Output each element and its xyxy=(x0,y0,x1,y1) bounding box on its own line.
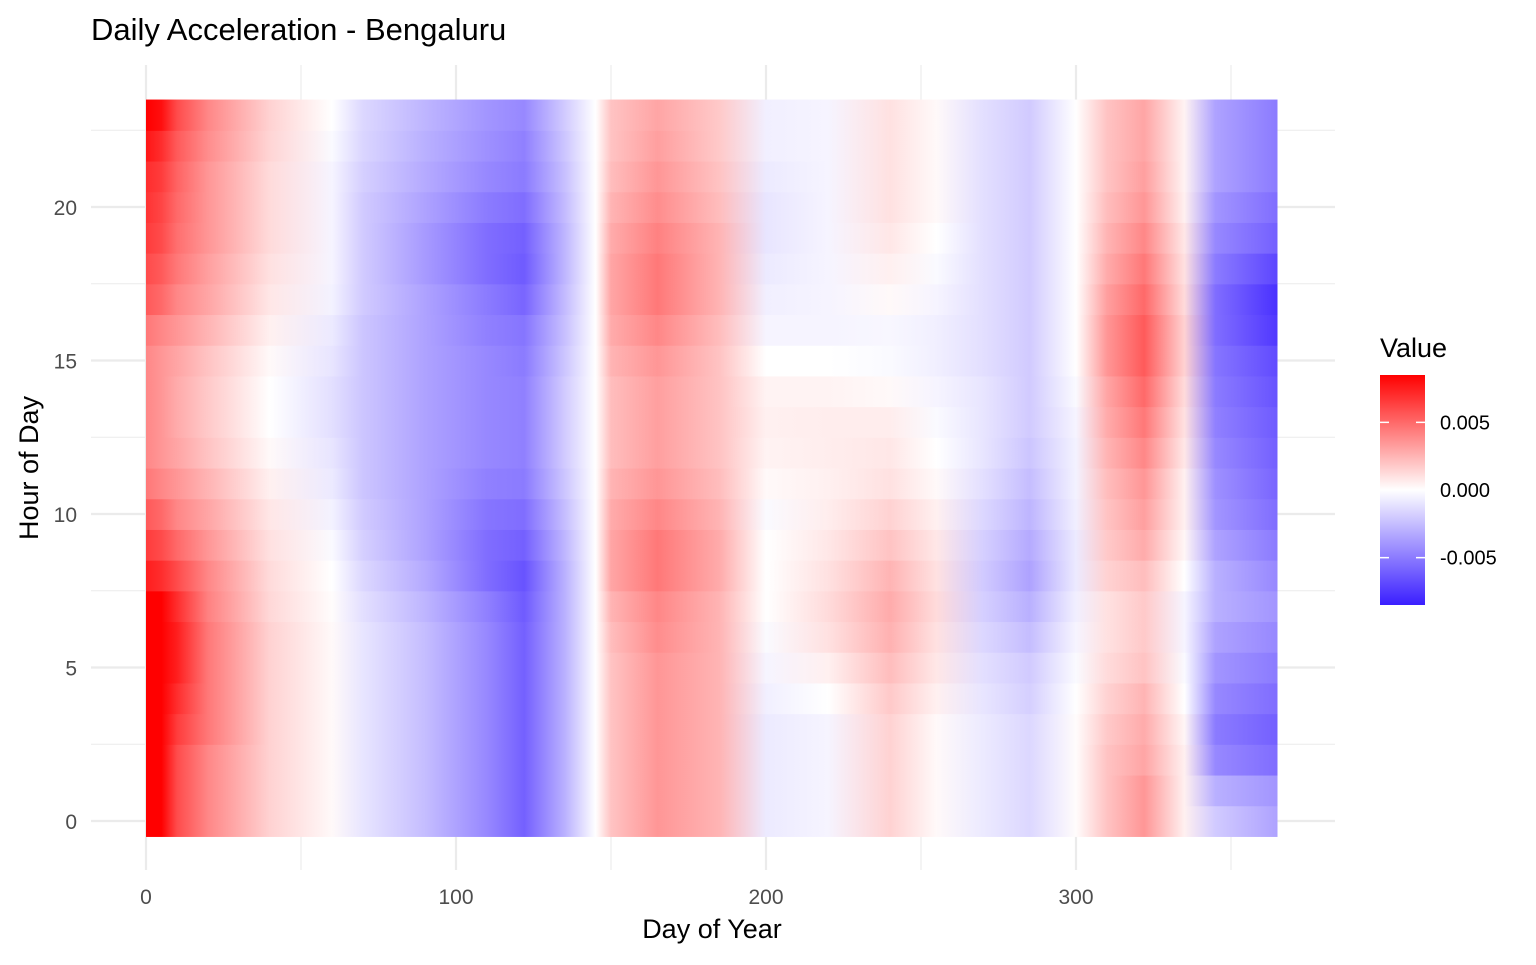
heatmap-row-hour-15 xyxy=(146,345,1278,377)
y-tick-label: 20 xyxy=(54,197,77,220)
legend-tick-label: -0.005 xyxy=(1440,548,1497,570)
heatmap-row-hour-21 xyxy=(146,160,1278,193)
heatmap-row-hour-20 xyxy=(146,191,1278,223)
heatmap-row-hour-10 xyxy=(146,498,1278,530)
heatmap-row-hour-11 xyxy=(146,467,1278,500)
heatmap-row-hour-6 xyxy=(146,621,1278,653)
y-tick-label: 5 xyxy=(65,658,77,681)
legend-tick-label: 0.000 xyxy=(1440,480,1490,502)
axis-layer: 0 100 200 300 0 5 10 15 20 xyxy=(54,197,1094,909)
heatmap-row-hour-1 xyxy=(146,774,1278,807)
x-tick-label: 100 xyxy=(438,886,473,909)
heatmap-row-hour-3 xyxy=(146,713,1278,745)
y-tick-label: 10 xyxy=(54,504,77,527)
legend-tick-label: 0.005 xyxy=(1440,412,1490,434)
x-tick-label: 0 xyxy=(140,886,152,909)
heatmap-row-hour-8 xyxy=(146,560,1278,592)
heatmap-row-hour-17 xyxy=(146,283,1278,316)
heatmap-row-hour-5 xyxy=(146,652,1278,684)
heatmap-row-hour-9 xyxy=(146,529,1278,561)
heatmap-cells xyxy=(146,99,1278,837)
heatmap-row-hour-2 xyxy=(146,744,1278,776)
heatmap-row-hour-12 xyxy=(146,437,1278,469)
heatmap-row-hour-19 xyxy=(146,222,1278,254)
heatmap-row-hour-4 xyxy=(146,682,1278,715)
legend: Value 0.005 0.000 -0.005 xyxy=(1380,333,1497,605)
heatmap-row-hour-7 xyxy=(146,590,1278,623)
x-tick-label: 200 xyxy=(748,886,783,909)
heatmap-row-hour-13 xyxy=(146,406,1278,438)
y-axis-label: Hour of Day xyxy=(14,395,44,540)
heatmap-row-hour-22 xyxy=(146,130,1278,162)
heatmap-row-hour-14 xyxy=(146,375,1278,408)
heatmap-row-hour-16 xyxy=(146,314,1278,346)
x-tick-label: 300 xyxy=(1058,886,1093,909)
legend-title: Value xyxy=(1380,333,1447,363)
heatmap-row-hour-0 xyxy=(146,805,1278,837)
y-tick-label: 15 xyxy=(54,351,77,374)
heatmap-row-hour-18 xyxy=(146,253,1278,285)
y-tick-label: 0 xyxy=(65,811,77,834)
chart-title: Daily Acceleration - Bengaluru xyxy=(91,12,506,47)
heatmap-row-hour-23 xyxy=(146,99,1278,131)
x-axis-label: Day of Year xyxy=(642,914,782,944)
